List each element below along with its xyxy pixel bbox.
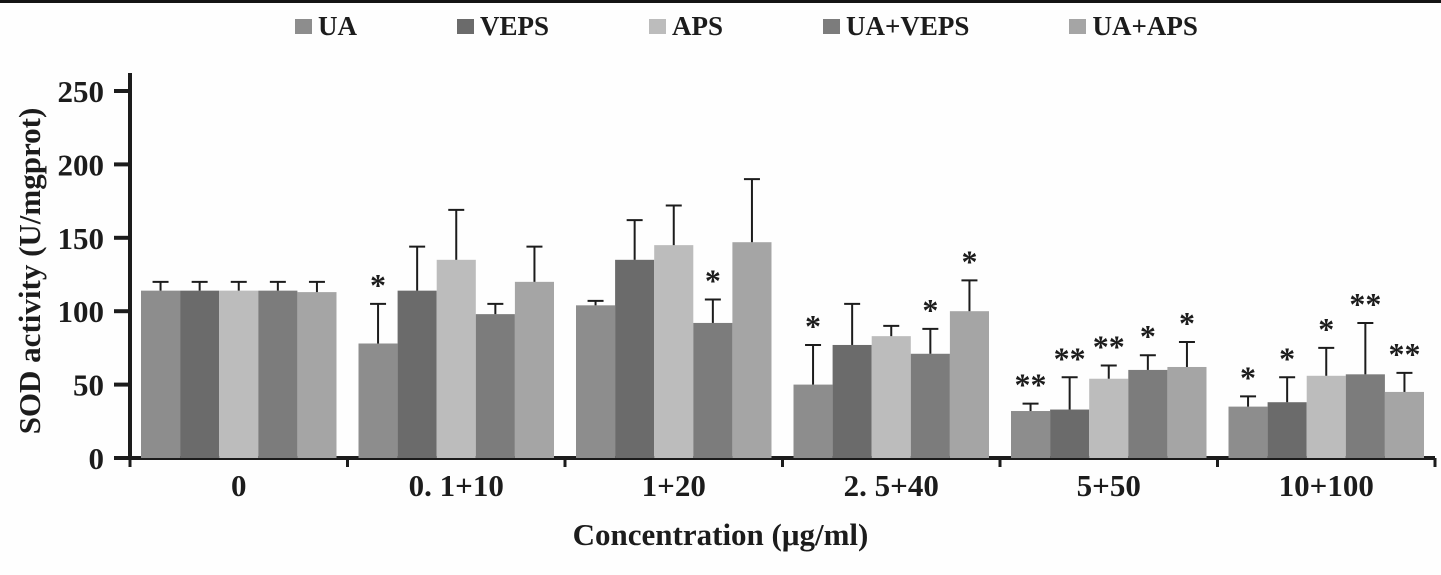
- significance-marker: *: [1318, 311, 1334, 347]
- x-tick-label: 0. 1+10: [409, 468, 504, 503]
- y-tick-label: 50: [73, 368, 104, 403]
- bar-ua-aps: [949, 311, 989, 458]
- bar-aps: [1089, 378, 1129, 458]
- legend-item-aps: APS: [649, 11, 723, 42]
- bar-ua-veps: [1345, 374, 1385, 458]
- bar-ua-veps: [475, 314, 515, 458]
- y-tick-label: 150: [58, 221, 105, 256]
- x-tick-label: 5+50: [1077, 468, 1141, 503]
- chart-legend: UA VEPS APS UA+VEPS UA+APS: [295, 11, 1198, 42]
- bar-ua-veps: [910, 353, 950, 458]
- y-axis-title: SOD activity (U/mgprot): [12, 107, 47, 435]
- legend-label: UA: [318, 11, 357, 41]
- x-tick-label: 2. 5+40: [844, 468, 939, 503]
- significance-marker: **: [1349, 286, 1381, 322]
- significance-marker: **: [1054, 340, 1086, 376]
- significance-marker: *: [705, 262, 721, 298]
- chart-canvas: 0 50 100 150 200 250 0 0. 1+10 1+20 2. 5+40 5+50 10…: [58, 73, 1437, 503]
- bar-ua: [358, 343, 398, 458]
- significance-marker: *: [805, 308, 821, 344]
- significance-marker: *: [1179, 305, 1195, 341]
- legend-item-ua-aps: UA+APS: [1069, 11, 1198, 42]
- legend-marker-ua-veps: [823, 19, 841, 34]
- bar-veps: [615, 259, 655, 458]
- y-tick-label: 200: [58, 147, 105, 182]
- bar-ua: [1011, 411, 1051, 458]
- bar-ua-aps: [732, 242, 772, 458]
- legend-marker-ua-aps: [1069, 19, 1087, 34]
- significance-marker: *: [922, 292, 938, 328]
- bar-ua-aps: [514, 281, 554, 458]
- legend-label: APS: [672, 11, 724, 41]
- x-axis-title: Concentration (μg/ml): [572, 517, 869, 552]
- bar-aps: [871, 336, 911, 458]
- bar-veps: [832, 344, 872, 458]
- bar-ua: [793, 384, 833, 458]
- bar-ua-aps: [1384, 391, 1424, 458]
- legend-label: UA+APS: [1092, 11, 1198, 41]
- bar-veps: [397, 290, 437, 458]
- bar-aps: [654, 245, 694, 458]
- legend-marker-ua: [295, 19, 312, 34]
- significance-marker: *: [961, 243, 977, 279]
- bar-aps: [1306, 375, 1346, 458]
- legend-marker-aps: [649, 19, 667, 34]
- bar-ua-aps: [297, 292, 337, 458]
- legend-item-ua: UA: [295, 11, 357, 42]
- bar-ua: [1228, 406, 1268, 458]
- significance-marker: **: [1093, 329, 1125, 365]
- significance-marker: *: [370, 267, 386, 303]
- bar-aps: [219, 290, 259, 458]
- bar-ua-aps: [1167, 366, 1207, 458]
- legend-marker-veps: [457, 19, 474, 34]
- y-tick-label: 250: [58, 74, 105, 109]
- significance-marker: **: [1388, 336, 1420, 372]
- legend-item-ua-veps: UA+VEPS: [823, 11, 969, 42]
- y-tick-label: 100: [58, 294, 105, 329]
- x-tick-label: 0: [231, 468, 247, 503]
- significance-marker: *: [1279, 340, 1295, 376]
- significance-marker: *: [1240, 359, 1256, 395]
- significance-marker: **: [1015, 367, 1047, 403]
- significance-marker: *: [1140, 318, 1156, 354]
- bar-ua-veps: [693, 322, 733, 458]
- legend-item-veps: VEPS: [457, 11, 549, 42]
- bar-ua: [576, 305, 616, 458]
- bar-veps: [1267, 402, 1307, 458]
- bar-ua-veps: [1128, 369, 1168, 458]
- x-tick-label: 10+100: [1279, 468, 1374, 503]
- bar-ua-veps: [258, 290, 298, 458]
- y-tick-label: 0: [89, 441, 105, 476]
- bar-veps: [180, 290, 220, 458]
- x-tick-label: 1+20: [642, 468, 706, 503]
- bar-aps: [436, 259, 476, 458]
- legend-label: VEPS: [480, 11, 550, 41]
- legend-label: UA+VEPS: [846, 11, 970, 41]
- bar-veps: [1050, 409, 1090, 458]
- bar-ua: [141, 290, 181, 458]
